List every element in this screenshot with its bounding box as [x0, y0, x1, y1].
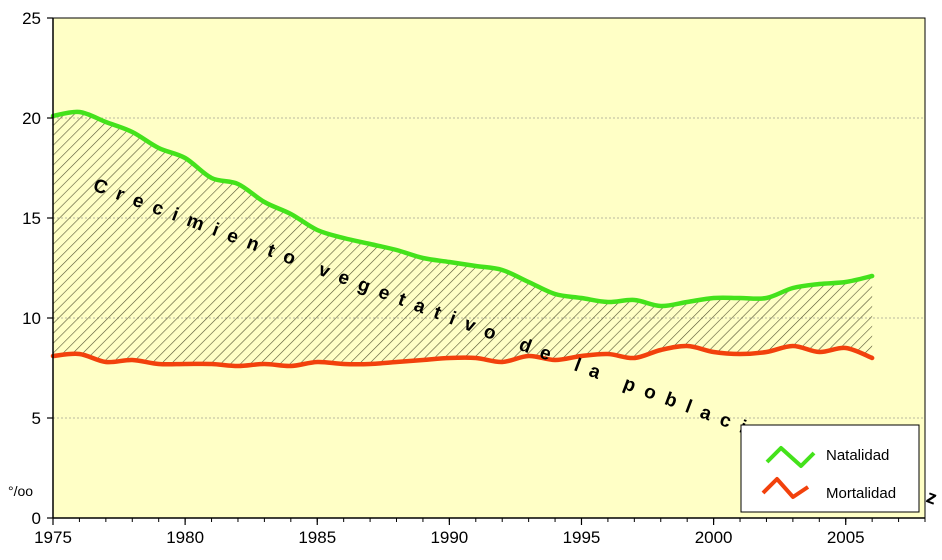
y-tick-label: 10 [22, 309, 41, 328]
x-tick-label: 1990 [430, 528, 468, 547]
y-axis-unit-label: °/oo [8, 483, 33, 499]
legend-label-mortalidad: Mortalidad [826, 485, 896, 502]
y-tick-label: 15 [22, 209, 41, 228]
y-tick-label: 5 [32, 409, 41, 428]
growth-area-hatch [53, 112, 873, 366]
legend-swatch-mortalidad [761, 477, 810, 499]
y-axis-ticks: 0 5 10 15 20 25 [22, 9, 53, 528]
x-tick-label: 2000 [695, 528, 733, 547]
y-tick-label: 0 [32, 509, 41, 528]
x-tick-label: 1980 [166, 528, 204, 547]
x-tick-label: 2005 [827, 528, 865, 547]
legend-label-natalidad: Natalidad [826, 447, 889, 464]
legend: Natalidad Mortalidad [740, 424, 920, 513]
y-tick-label: 25 [22, 9, 41, 28]
y-tick-label: 20 [22, 109, 41, 128]
legend-swatch-natalidad [765, 446, 816, 468]
x-tick-label: 1975 [34, 528, 72, 547]
x-tick-label: 1985 [298, 528, 336, 547]
series-lines [50, 109, 875, 369]
series-line-mortalidad [50, 343, 875, 369]
x-axis-ticks: 1975 1980 1985 1990 1995 2000 2005 [34, 518, 926, 547]
x-tick-label: 1995 [563, 528, 601, 547]
legend-box [740, 424, 920, 513]
series-line-natalidad [50, 109, 875, 309]
